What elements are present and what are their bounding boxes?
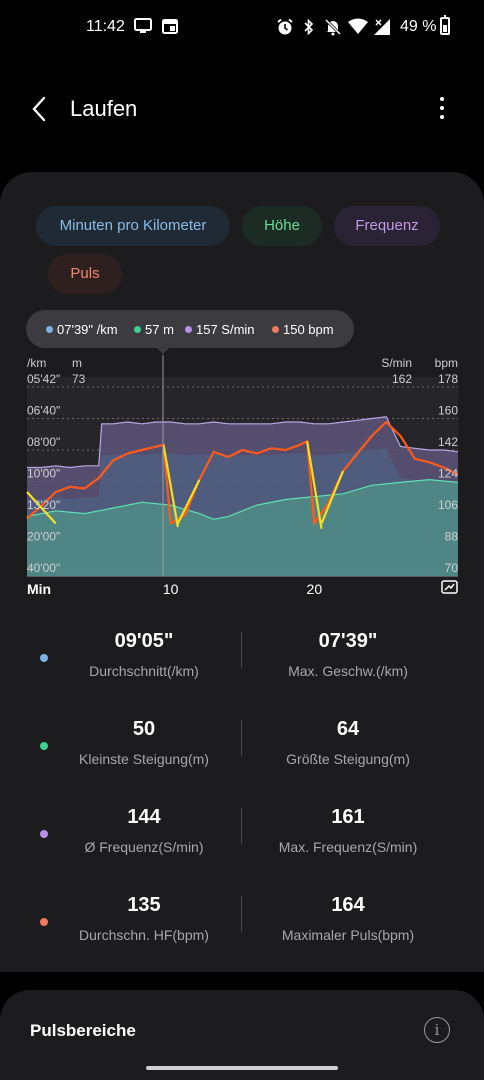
signal-icon — [372, 18, 392, 41]
expand-chart-icon — [441, 580, 458, 594]
pulse-line — [26, 420, 459, 525]
pace-tick-label: 13'20" — [27, 498, 60, 512]
x-tick-label: 20 — [307, 581, 323, 597]
pulse-dot-icon — [40, 918, 48, 926]
max-pulse-label: Maximaler Puls(bpm) — [281, 927, 415, 943]
battery-icon — [440, 15, 450, 35]
frequency-dot-icon — [40, 830, 48, 838]
filter-chip-pulse[interactable]: Puls — [48, 254, 122, 294]
height-line — [26, 478, 459, 520]
pace-segment — [162, 444, 179, 528]
back-arrow-icon[interactable] — [28, 94, 52, 124]
more-vertical-icon[interactable] — [432, 94, 452, 126]
pace-segment — [320, 470, 345, 524]
pulse-tick-label: 160 — [438, 404, 458, 418]
pulse-tick-label: 70 — [445, 561, 459, 575]
height-area — [27, 479, 458, 576]
calendar-icon — [162, 18, 178, 39]
avg-frequency-value: 144 — [127, 806, 161, 828]
frequency-tick-label: 162 — [392, 372, 412, 386]
workout-chart-card: Minuten pro Kilometer Höhe Frequenz Puls… — [0, 172, 484, 972]
max-frequency-label: Max. Frequenz(S/min) — [278, 839, 418, 855]
avg-pace-label: Durchschnitt(/km) — [89, 663, 199, 679]
page-title: Laufen — [70, 96, 138, 121]
max-frequency-value: 161 — [331, 806, 365, 828]
home-indicator[interactable] — [146, 1066, 338, 1070]
frequency-unit-label: S/min — [381, 356, 412, 370]
max-speed-label: Max. Geschw.(/km) — [288, 663, 408, 679]
pulse-unit-label: bpm — [435, 356, 458, 370]
pulse-tick-label: 142 — [438, 435, 458, 449]
max-height-label: Größte Steigung(m) — [286, 751, 410, 767]
pulse-zones-title: Pulsbereiche — [30, 1021, 136, 1040]
workout-chart[interactable]: 178 160 142 124 106 88 70 05'42" 06'40" 08'00" 10'… — [0, 352, 484, 612]
pace-tick-label: 08'00" — [27, 435, 60, 449]
screen-cast-icon — [134, 18, 152, 39]
pace-segment — [306, 441, 323, 529]
x-tick-label: 10 — [163, 581, 179, 597]
tooltip-pulse: 150 bpm — [272, 322, 334, 337]
mute-icon — [324, 18, 342, 41]
pace-dot-icon — [40, 654, 48, 662]
avg-frequency-label: Ø Frequenz(S/min) — [84, 839, 204, 855]
bluetooth-icon — [302, 18, 316, 41]
status-time: 11:42 — [86, 18, 125, 35]
max-speed-value: 07'39" — [318, 630, 378, 652]
alarm-icon — [276, 18, 294, 41]
status-bar: 11:42 49 % — [0, 0, 484, 56]
stats-row-frequency: 144 Ø Frequenz(S/min) 161 Max. Frequenz(S/… — [0, 800, 484, 870]
pulse-tick-label: 178 — [438, 372, 458, 386]
max-height-value: 64 — [336, 718, 360, 740]
avg-pulse-label: Durchschn. HF(bpm) — [79, 927, 209, 943]
stats-row-height: 50 Kleinste Steigung(m) 64 Größte Steigung… — [0, 712, 484, 782]
pulse-zones-section[interactable]: Pulsbereiche i — [0, 990, 484, 1080]
avg-pace-value: 09'05" — [114, 630, 174, 652]
pace-segment — [176, 479, 201, 524]
pace-tick-label: 20'00" — [27, 530, 60, 544]
filter-chip-height[interactable]: Höhe — [242, 206, 322, 246]
pulse-tick-label: 88 — [445, 530, 459, 544]
tooltip-pace: 07'39" /km — [46, 322, 118, 337]
pace-unit-label: /km — [27, 356, 46, 370]
pace-segment — [26, 491, 57, 525]
max-pulse-value: 164 — [331, 894, 365, 916]
filter-chip-pace[interactable]: Minuten pro Kilometer — [36, 206, 230, 246]
frequency-line — [27, 416, 459, 469]
min-height-label: Kleinste Steigung(m) — [79, 751, 209, 767]
wifi-icon — [348, 18, 368, 39]
avg-pulse-value: 135 — [127, 894, 161, 916]
info-icon[interactable]: i — [424, 1017, 450, 1043]
filter-chip-frequency[interactable]: Frequenz — [334, 206, 440, 246]
pace-tick-label: 06'40" — [27, 404, 60, 418]
height-unit-label: m — [72, 356, 82, 370]
pulse-tick-label: 106 — [438, 498, 458, 512]
stats-row-pulse: 135 Durchschn. HF(bpm) 164 Maximaler Puls(… — [0, 888, 484, 958]
app-header: Laufen — [0, 80, 484, 140]
pace-tick-label: 10'00" — [27, 467, 60, 481]
stats-row-pace: 09'05" Durchschnitt(/km) 07'39" Max. Gesch… — [0, 624, 484, 694]
height-dot-icon — [40, 742, 48, 750]
battery-percentage: 49 % — [400, 18, 437, 35]
pulse-tick-label: 124 — [438, 467, 458, 481]
pace-tick-label: 05'42" — [27, 372, 60, 386]
x-axis-label: Min — [27, 581, 51, 597]
tooltip-height: 57 m — [134, 322, 174, 337]
height-tick-label: 73 — [72, 372, 86, 386]
pace-tick-label: 40'00" — [27, 561, 60, 575]
tooltip-frequency: 157 S/min — [185, 322, 255, 337]
min-height-value: 50 — [132, 718, 156, 740]
chart-tooltip: 07'39" /km 57 m 157 S/min 150 bpm — [26, 310, 354, 354]
